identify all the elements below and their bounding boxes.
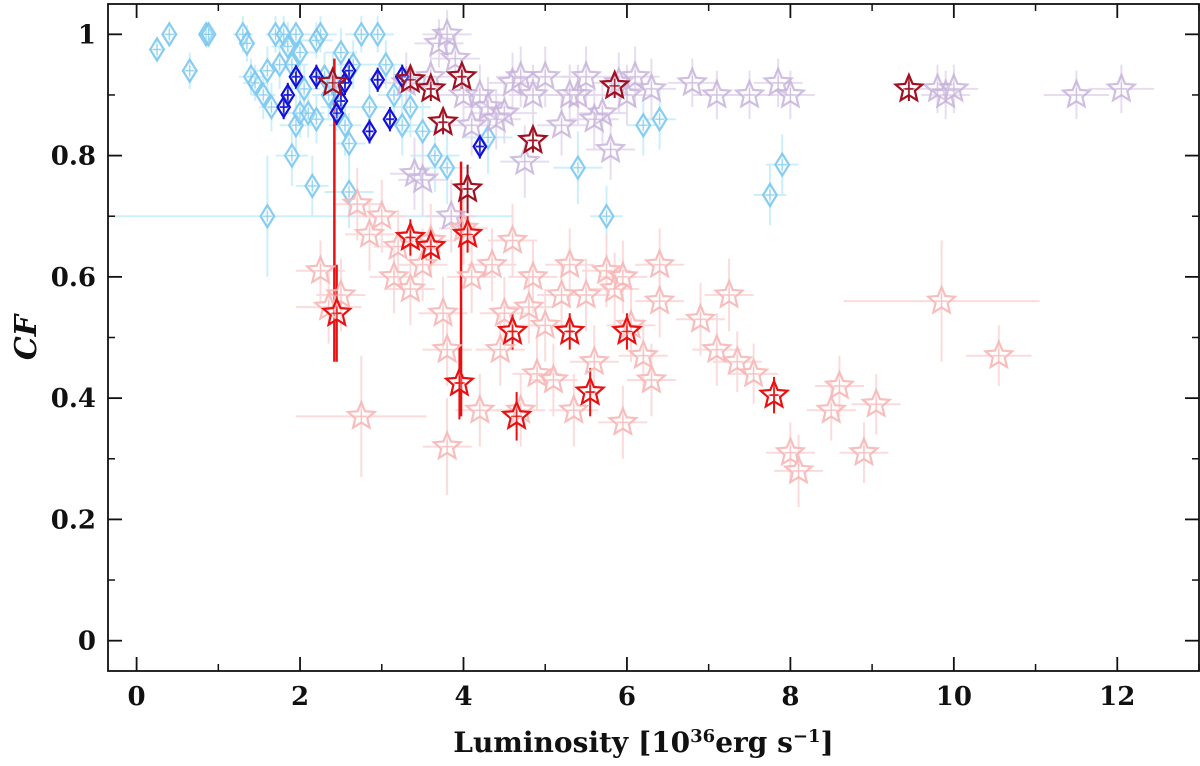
tick-labels: 0 2 4 6 8 10 12 0 0.2 0.4 0.6 0.8 1 [51, 20, 1136, 712]
x-tick-label: 12 [1099, 682, 1135, 712]
x-axis-title-exp: 36 [690, 726, 715, 747]
x-axis-title-main: Luminosity [10 [453, 726, 690, 759]
x-tick-label: 10 [936, 682, 972, 712]
x-tick-label: 2 [291, 682, 309, 712]
x-axis-title-unit-exp: −1 [793, 726, 821, 747]
y-tick-label: 0.6 [51, 263, 96, 293]
x-tick-label: 6 [618, 682, 636, 712]
y-tick-label: 0.8 [51, 142, 96, 172]
x-axis-title: Luminosity [1036erg s−1] [453, 726, 833, 760]
y-tick-label: 0 [78, 627, 96, 657]
x-tick-label: 8 [781, 682, 799, 712]
axis-ticks [108, 4, 1200, 671]
x-tick-label: 0 [128, 682, 146, 712]
y-tick-label: 0.2 [51, 505, 96, 535]
y-axis-title: CF [9, 312, 44, 360]
x-axis-title-unit: erg s [715, 726, 793, 759]
y-tick-label: 0.4 [51, 384, 96, 414]
x-tick-label: 4 [454, 682, 472, 712]
y-tick-label: 1 [78, 20, 96, 50]
data-markers [148, 17, 1138, 485]
x-axis-title-close: ] [820, 726, 833, 759]
